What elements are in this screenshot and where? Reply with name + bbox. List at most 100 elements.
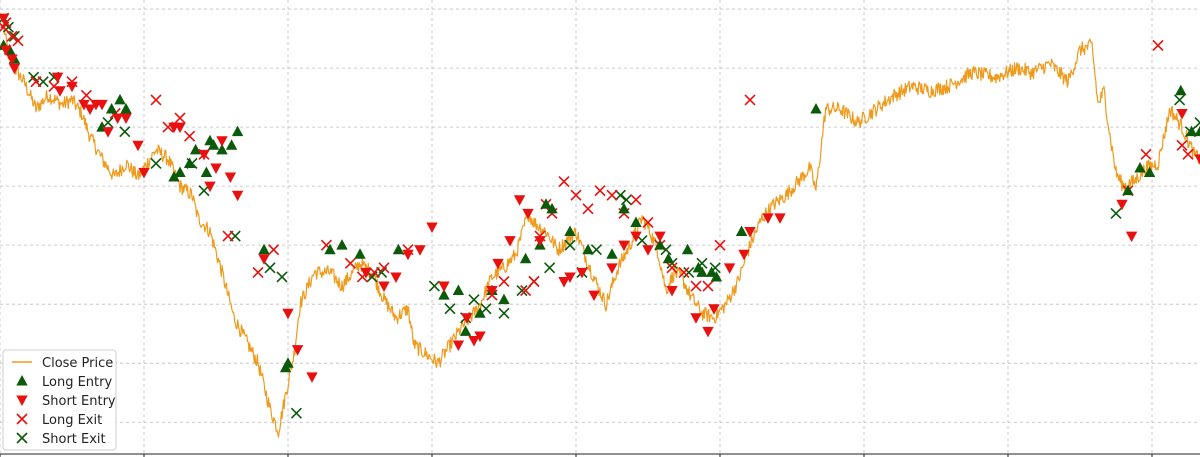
short-entry-marker (231, 190, 244, 202)
short-entry-marker (618, 240, 630, 252)
long-entry-marker (183, 157, 196, 168)
long-entry-marker (207, 139, 220, 150)
long-exit-marker (1152, 39, 1164, 51)
short-entry-marker (210, 163, 222, 174)
short-entry-marker (723, 263, 736, 274)
long-entry-marker (282, 357, 294, 368)
long-exit-marker (80, 89, 92, 101)
legend-long-exit-label: Long Exit (42, 413, 102, 428)
long-exit-marker (378, 262, 390, 274)
short-exit-marker (428, 280, 440, 292)
long-entry-marker (452, 284, 465, 296)
long-entry-marker (438, 289, 450, 300)
short-entry-marker (642, 245, 654, 256)
long-entry-markers (0, 39, 1200, 373)
long-exit-marker (594, 185, 606, 197)
short-exit-marker (150, 157, 162, 170)
short-entry-marker (654, 231, 666, 243)
long-exit-marker (528, 275, 540, 288)
legend-item-close-price: Close Price (12, 356, 113, 371)
long-exit-marker (222, 230, 234, 242)
short-entry-marker (534, 236, 546, 247)
long-entry-marker (662, 252, 675, 264)
long-entry-marker (696, 266, 708, 277)
short-entry-marker (630, 231, 642, 243)
short-entry-marker (138, 168, 150, 179)
long-entry-marker (1194, 125, 1200, 137)
short-entry-marker (744, 227, 756, 238)
short-entry-marker (0, 45, 12, 56)
close-price-series (3, 24, 1200, 438)
long-exit-marker (344, 257, 356, 269)
legend-short-exit-swatch (16, 432, 28, 444)
long-entry-marker (189, 143, 202, 155)
legend-short-entry-label: Short Entry (42, 394, 116, 409)
long-entry-marker (564, 225, 576, 237)
long-exit-marker (678, 266, 690, 278)
short-entry-marker (360, 267, 372, 279)
short-entry-marker (216, 136, 228, 147)
short-entry-marker (492, 258, 504, 270)
short-entry-marker (0, 13, 10, 25)
long-entry-marker (681, 243, 694, 255)
long-exit-marker (606, 189, 618, 201)
short-entry-marker (402, 249, 414, 261)
long-entry-marker (654, 239, 666, 250)
short-exit-marker (564, 239, 576, 251)
legend-long-entry-label: Long Entry (42, 375, 112, 390)
long-entry-marker (1185, 125, 1198, 137)
legend-item-long-entry: Long Entry (16, 375, 112, 390)
long-entry-marker (498, 293, 510, 305)
long-entry-marker (1134, 161, 1146, 173)
long-exit-marker (666, 262, 678, 274)
short-entry-marker (390, 272, 402, 283)
axes (0, 453, 1200, 457)
long-exit-marker (252, 266, 264, 278)
long-entry-marker (582, 243, 594, 255)
long-entry-marker (630, 216, 642, 227)
short-exit-marker (1194, 117, 1200, 129)
short-entry-marker (51, 72, 64, 84)
short-entry-marker (6, 54, 18, 66)
short-entry-markers (0, 13, 1200, 383)
long-entry-marker (735, 225, 748, 237)
short-entry-marker (378, 281, 390, 293)
short-entry-marker (54, 86, 66, 97)
long-entry-marker (120, 102, 132, 114)
long-exit-marker (558, 176, 570, 188)
legend-item-long-exit: Long Exit (16, 413, 102, 428)
long-exit-marker (174, 112, 186, 124)
long-exit-marker (30, 76, 42, 88)
close-price-line (3, 24, 1200, 438)
long-entry-marker (105, 102, 118, 114)
short-exit-marker (276, 271, 288, 283)
legend: Close Price Long Entry Short Entry Long … (2, 349, 117, 451)
short-entry-marker (174, 122, 186, 134)
long-exit-marker (642, 216, 654, 229)
long-entry-marker (540, 198, 552, 209)
long-entry-marker (392, 243, 405, 255)
long-entry-marker (546, 202, 558, 214)
long-entry-marker (1122, 184, 1134, 196)
long-exit-marker (702, 280, 714, 292)
short-entry-marker (666, 286, 678, 297)
short-entry-marker (474, 331, 486, 342)
short-entry-marker (132, 140, 144, 152)
short-entry-marker (120, 113, 132, 125)
short-exit-marker (480, 303, 492, 315)
short-entry-marker (452, 340, 465, 352)
short-entry-marker (738, 249, 750, 261)
short-exit-marker (264, 262, 276, 274)
short-exit-marker (290, 407, 302, 419)
long-entry-marker (225, 139, 238, 150)
long-exit-marker (570, 189, 582, 201)
long-entry-marker (1143, 166, 1156, 178)
short-entry-marker (96, 99, 108, 111)
long-exit-markers (0, 17, 1194, 301)
long-exit-marker (1182, 148, 1194, 160)
legend-box (2, 349, 117, 451)
short-exit-marker (614, 189, 626, 201)
long-entry-marker (168, 171, 180, 182)
short-exit-marker (498, 307, 510, 319)
short-exit-marker (1174, 94, 1186, 106)
